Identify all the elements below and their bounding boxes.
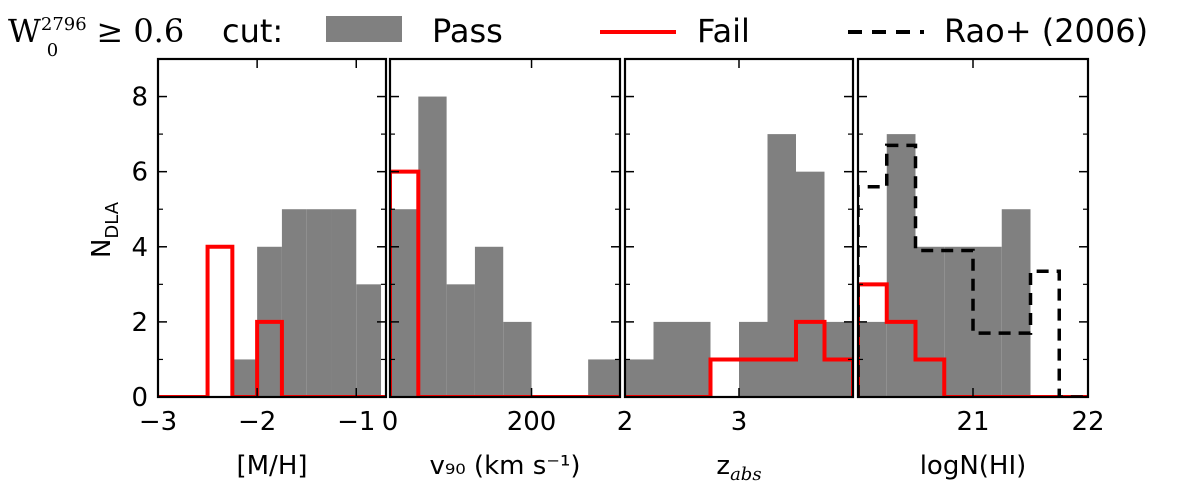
- pass-bar: [886, 134, 916, 397]
- panel-1: 0 2 4 6 8 −3 −2 −1 [M/H]: [131, 57, 388, 481]
- pass-bar: [915, 246, 945, 397]
- panel-2: 0 200 v₉₀ (km s⁻¹): [382, 57, 622, 481]
- pass-bar: [474, 246, 504, 397]
- axes-frame: [156, 57, 388, 399]
- plot-area: [158, 209, 386, 397]
- pass-bar: [973, 246, 1002, 397]
- panel-4: 21 22 logN(HI): [856, 57, 1105, 481]
- legend-cut-label: cut:: [222, 12, 283, 50]
- pass-bar: [390, 209, 419, 397]
- y-tick-label: 8: [131, 83, 148, 113]
- y-axis-label: NDLA: [87, 201, 123, 258]
- x-tick-label: 21: [956, 407, 989, 437]
- x-axis-label: logN(HI): [920, 451, 1027, 481]
- axes-frame: [388, 57, 622, 399]
- x-axis-label: v₉₀ (km s⁻¹): [429, 451, 580, 481]
- pass-bar: [232, 359, 258, 397]
- panels: 0 2 4 6 8 −3 −2 −1 [M/H] 0 200 v₉₀ (km s⁻¹) 2 3 zabs 21…: [131, 57, 1105, 481]
- legend-pass-label: Pass: [432, 12, 503, 50]
- pass-bar: [503, 321, 532, 397]
- fail-series-line: [625, 319, 853, 397]
- x-tick-label: 0: [382, 407, 399, 437]
- pass-bar: [588, 359, 620, 397]
- legend-rao-label: Rao+ (2006): [944, 12, 1148, 50]
- pass-bar: [682, 321, 711, 397]
- x-axis-label: zabs: [716, 451, 761, 481]
- legend: W2796 0 ≥ 0.6 cut: Pass Fail Rao+ (2006): [8, 12, 1148, 61]
- plot-area: [858, 134, 1088, 397]
- legend-pass-swatch: [326, 16, 402, 42]
- pass-bar: [306, 209, 332, 397]
- pass-bar: [653, 321, 682, 397]
- y-tick-label: 4: [131, 233, 148, 263]
- x-axis-label: [M/H]: [236, 451, 307, 481]
- plot-area: [390, 96, 620, 397]
- pass-bar: [281, 209, 307, 397]
- plot-area: [625, 134, 853, 397]
- y-tick-label: 6: [131, 158, 148, 188]
- pass-bar: [767, 134, 796, 397]
- x-tick-label: −1: [337, 407, 375, 437]
- pass-bar: [1001, 209, 1031, 397]
- pass-bar: [446, 284, 475, 397]
- x-tick-label: −3: [139, 407, 177, 437]
- fail-series-line: [158, 244, 386, 397]
- fail-series-line: [858, 282, 1088, 397]
- x-tick-label: 22: [1071, 407, 1104, 437]
- y-tick-label: 0: [131, 383, 148, 413]
- y-tick-label: 2: [131, 308, 148, 338]
- x-tick-label: 3: [731, 407, 748, 437]
- fail-series-line: [390, 169, 620, 397]
- x-tick-label: 2: [617, 407, 634, 437]
- legend-cut-math: W2796 0 ≥ 0.6: [8, 12, 184, 61]
- legend-fail-label: Fail: [697, 12, 750, 50]
- pass-bar: [418, 96, 447, 397]
- pass-bar: [625, 359, 654, 397]
- rao-series-line: [858, 143, 1088, 397]
- x-tick-label: −2: [238, 407, 276, 437]
- pass-bar: [356, 284, 382, 397]
- pass-bar: [331, 209, 357, 397]
- panel-3: 2 3 zabs: [617, 57, 855, 481]
- x-tick-label: 200: [507, 407, 557, 437]
- pass-bar: [796, 171, 825, 397]
- pass-bar: [944, 246, 973, 397]
